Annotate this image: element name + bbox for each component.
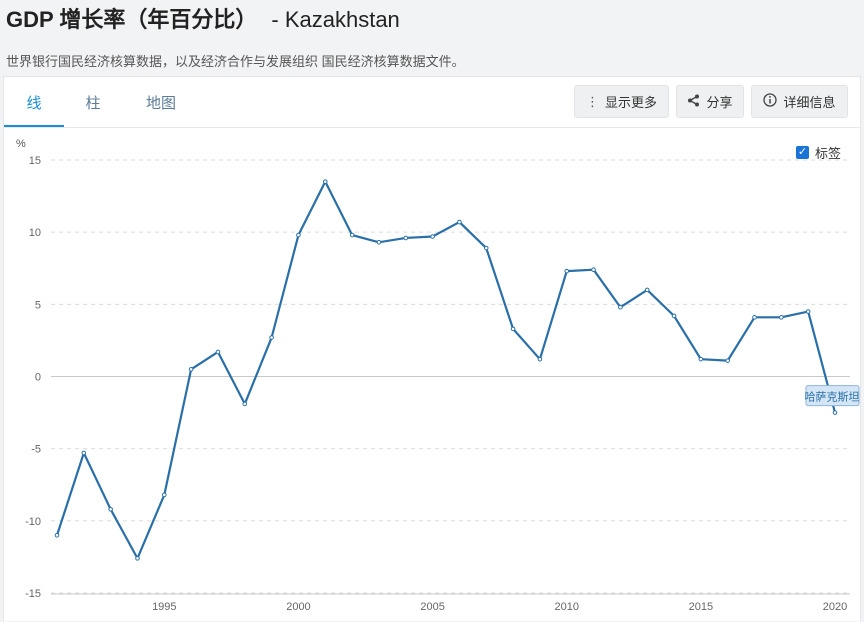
data-point (483, 245, 489, 251)
more-vertical-icon: ⋮ (585, 93, 599, 109)
y-tick-label: 0 (35, 372, 41, 384)
data-point (188, 366, 194, 372)
x-tick-label: 2010 (554, 601, 578, 613)
x-tick-label: 2005 (420, 601, 444, 613)
tab-bar[interactable]: 柱 (85, 94, 101, 112)
source-subtitle: 世界银行国民经济核算数据，以及经济合作与发展组织 国民经济核算数据文件。 (6, 54, 465, 69)
labels-toggle-label: 标签 (815, 146, 842, 161)
data-point (296, 232, 301, 238)
data-point (81, 450, 87, 456)
data-point (108, 506, 113, 512)
tab-divider (4, 127, 860, 128)
data-point (215, 349, 221, 355)
series-end-label: 哈萨克斯坦 (805, 390, 860, 404)
show-more-label: 显示更多 (604, 95, 657, 110)
series-line (55, 180, 837, 560)
share-button[interactable]: 分享 (676, 85, 744, 118)
y-tick-label: 5 (35, 299, 41, 311)
share-icon (687, 94, 700, 110)
y-tick-label: -5 (31, 444, 41, 456)
y-tick-label: 10 (29, 227, 41, 239)
data-point (242, 401, 248, 407)
chart-tabs: 线 柱 地图 (4, 77, 200, 127)
chart-panel: 线 柱 地图 ⋮ 显示更多 分享 详细信息 ✓ 标签 % 15 10 5 0 -5 -10 -… (3, 76, 861, 621)
share-label: 分享 (706, 95, 733, 110)
y-tick-label: 15 (29, 155, 41, 167)
data-point (54, 532, 60, 538)
data-point (349, 232, 355, 238)
data-point (430, 234, 435, 239)
y-axis-unit-label: % (16, 138, 26, 150)
line-chart: %15 10 5 0 -5 -10 -15 1995 2000 2005 2010 2015 2020 哈… (16, 138, 860, 613)
data-point (805, 309, 811, 314)
series-end-label-box (805, 385, 860, 407)
data-point (564, 268, 570, 274)
page-title: GDP 增长率（年百分比） (6, 7, 258, 32)
y-tick-label: -15 (25, 588, 41, 600)
x-tick-label: 2015 (689, 601, 713, 613)
data-point (322, 179, 328, 184)
data-point (162, 492, 167, 498)
tab-map[interactable]: 地图 (145, 94, 176, 112)
data-point (832, 410, 838, 415)
y-tick-label: -10 (25, 516, 41, 528)
info-icon (763, 93, 778, 110)
x-tick-label: 1995 (152, 601, 176, 613)
data-point (618, 304, 623, 310)
x-tick-label: 2000 (286, 601, 310, 613)
data-point (591, 267, 596, 272)
details-label: 详细信息 (783, 95, 836, 110)
data-point (510, 326, 516, 332)
x-tick-label: 2020 (823, 601, 847, 613)
data-point (376, 239, 382, 245)
country-name: - Kazakhstan (271, 7, 400, 32)
data-point (644, 287, 650, 293)
page-title-row: GDP 增长率（年百分比） - Kazakhstan (6, 2, 400, 36)
data-point (698, 356, 704, 362)
show-more-button[interactable]: ⋮ 显示更多 (574, 85, 669, 118)
data-point (269, 335, 274, 340)
data-point (725, 358, 730, 363)
data-point (457, 219, 462, 225)
data-point (752, 315, 757, 320)
data-point (403, 235, 409, 241)
checkbox-checked-icon[interactable]: ✓ (796, 146, 809, 159)
labels-toggle[interactable]: ✓ 标签 (796, 143, 841, 162)
tab-line[interactable]: 线 (4, 77, 64, 127)
data-point (537, 356, 543, 362)
data-point (671, 313, 677, 319)
details-button[interactable]: 详细信息 (751, 85, 848, 118)
data-point (779, 315, 784, 320)
data-point (135, 556, 140, 561)
